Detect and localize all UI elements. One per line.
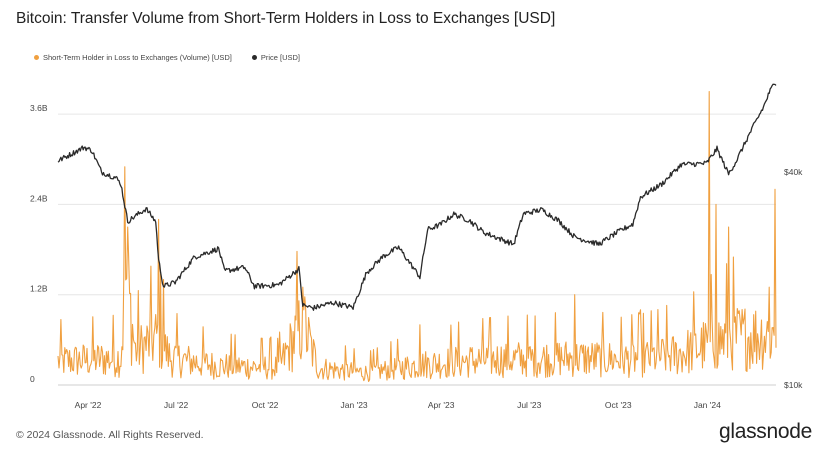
chart-title: Bitcoin: Transfer Volume from Short-Term… (16, 10, 556, 27)
legend-label-volume: Short-Term Holder in Loss to Exchanges (… (43, 53, 232, 62)
y-left-tick-label: 3.6B (30, 103, 48, 113)
series-line-volume (57, 90, 777, 383)
x-tick-label: Apr '22 (75, 400, 102, 410)
legend-label-price: Price [USD] (260, 53, 301, 62)
chart-legend: Short-Term Holder in Loss to Exchanges (… (34, 53, 300, 62)
x-tick-label: Jan '24 (694, 400, 721, 410)
legend-item-price[interactable]: Price [USD] (251, 53, 301, 62)
x-tick-label: Jul '22 (164, 400, 189, 410)
x-tick-label: Oct '22 (252, 400, 279, 410)
y-left-tick-label: 0 (30, 374, 35, 384)
copyright-text: © 2024 Glassnode. All Rights Reserved. (16, 429, 204, 441)
x-tick-label: Oct '23 (605, 400, 632, 410)
x-tick-label: Apr '23 (428, 400, 455, 410)
y-left-tick-label: 1.2B (30, 284, 48, 294)
y-right-tick-label: $40k (784, 167, 803, 177)
y-right-tick-label: $10k (784, 380, 803, 390)
glassnode-logo: glassnode (718, 420, 812, 443)
x-tick-label: Jan '23 (341, 400, 368, 410)
y-left-tick-label: 2.4B (30, 193, 48, 203)
legend-swatch-volume (34, 55, 39, 60)
legend-swatch-price (251, 55, 257, 60)
series-line-price (57, 83, 777, 311)
legend-item-volume[interactable]: Short-Term Holder in Loss to Exchanges (… (34, 53, 232, 62)
x-tick-label: Jul '23 (517, 400, 542, 410)
